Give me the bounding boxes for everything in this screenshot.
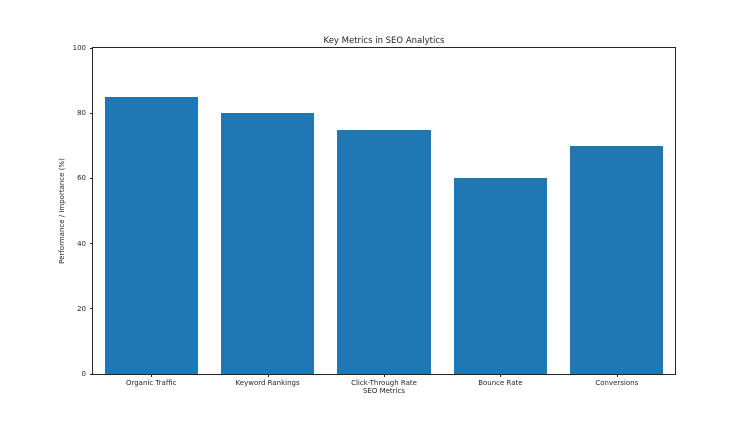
y-tick-mark (90, 112, 93, 114)
x-tick-label: Organic Traffic (125, 379, 177, 387)
x-tick-label: Keyword Rankings (235, 379, 300, 387)
plot-area: Organic Traffic Keyword Rankings Click-Thr… (73, 44, 676, 387)
x-tick-label: Conversions (595, 379, 639, 387)
x-tick-label: Click-Through Rate (351, 379, 417, 387)
bar-bounce-rate (453, 178, 547, 374)
y-tick-mark (90, 373, 93, 375)
y-tick-mark (90, 47, 93, 49)
bar-keyword-rankings (221, 113, 315, 374)
x-tick-mark (267, 374, 269, 377)
chart-title: Key Metrics in SEO Analytics (323, 36, 445, 46)
y-tick-label: 40 (77, 239, 86, 248)
y-tick-mark (90, 308, 93, 310)
bar-conversions (570, 145, 664, 374)
y-tick-label: 60 (77, 174, 86, 183)
x-tick-mark (616, 374, 618, 377)
x-tick-mark (151, 374, 153, 377)
x-tick-label: Bounce Rate (478, 379, 523, 387)
y-tick-label: 0 (81, 370, 86, 378)
bar-organic-traffic (104, 96, 198, 374)
x-tick-mark (500, 374, 502, 377)
bar-click-through-rate (337, 129, 431, 374)
x-tick-mark (384, 374, 385, 377)
x-axis-label: SEO Metrics (362, 387, 405, 395)
y-axis-label: Performance / Importance (%) (58, 158, 66, 264)
y-tick-mark (90, 243, 93, 245)
y-tick-label: 80 (77, 109, 86, 118)
y-tick-label: 20 (77, 304, 86, 313)
y-tick-mark (90, 177, 93, 179)
y-tick-label: 100 (72, 44, 86, 52)
